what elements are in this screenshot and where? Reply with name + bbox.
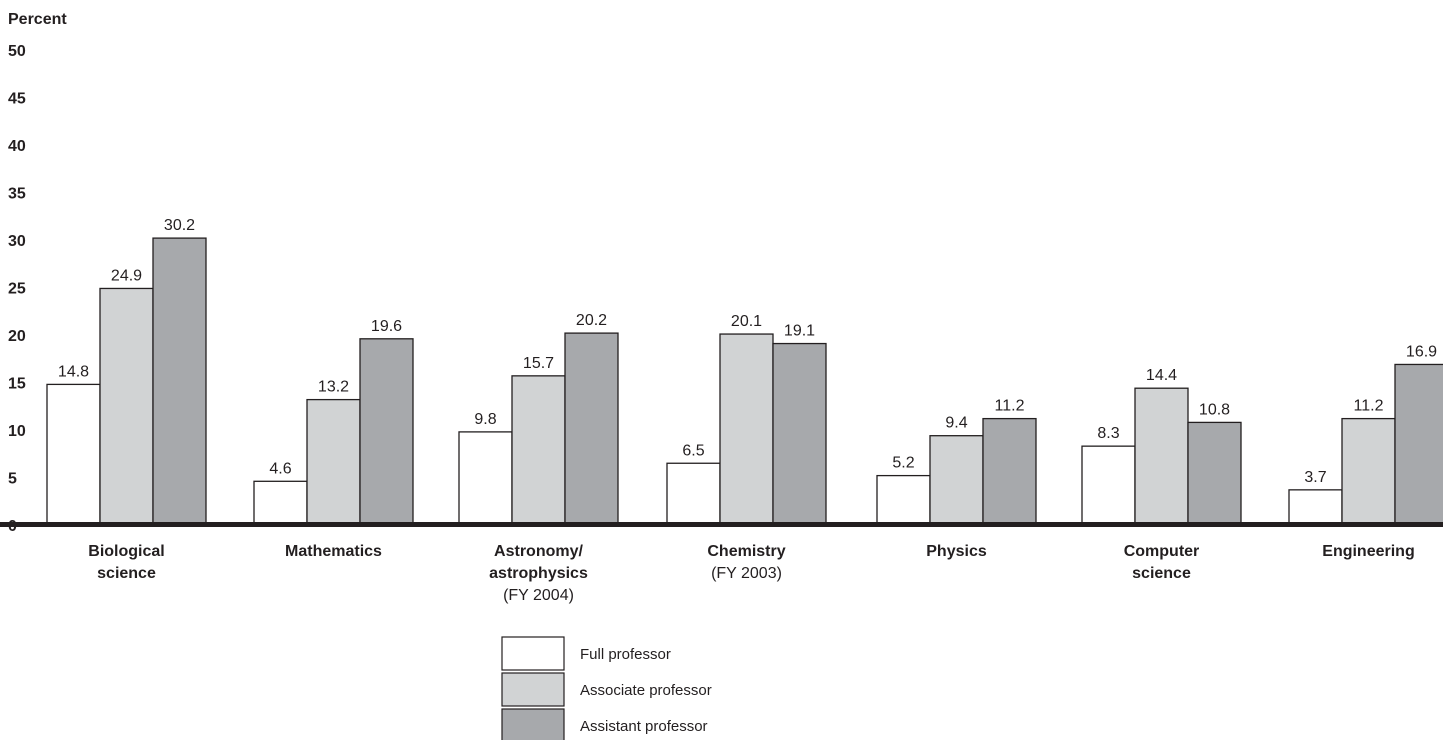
y-tick-label: 35: [8, 186, 26, 203]
data-label: 13.2: [318, 379, 349, 396]
bar: [982, 417, 1037, 526]
data-label: 9.4: [945, 415, 967, 432]
bar: [719, 333, 774, 526]
bar-series: [46, 237, 1443, 526]
x-tick-label: Engineering: [1322, 543, 1414, 560]
data-label: 30.2: [164, 217, 195, 234]
y-tick-label: 10: [8, 423, 26, 440]
legend-swatch: [501, 672, 565, 707]
data-label: 4.6: [269, 460, 291, 477]
bar: [46, 383, 101, 526]
bar: [1134, 387, 1189, 526]
legend-label: Assistant professor: [580, 718, 708, 735]
data-label: 24.9: [111, 267, 142, 284]
y-tick-label: 40: [8, 138, 26, 155]
bar: [458, 431, 513, 526]
data-label: 14.8: [58, 363, 89, 380]
data-label: 19.6: [371, 318, 402, 335]
data-label: 11.2: [1354, 398, 1384, 415]
x-tick-label: Computer: [1124, 543, 1200, 560]
y-tick-label: 45: [8, 91, 26, 108]
legend-label: Associate professor: [580, 682, 712, 699]
bar: [253, 480, 308, 526]
x-tick-label: Biological: [88, 543, 164, 560]
bar: [666, 462, 721, 526]
data-label: 10.8: [1199, 401, 1230, 418]
data-label: 20.2: [576, 312, 607, 329]
x-tick-label: Astronomy/: [494, 543, 583, 560]
x-tick-label: Chemistry: [707, 543, 785, 560]
y-tick-label: 30: [8, 233, 26, 250]
data-label: 14.4: [1146, 367, 1177, 384]
data-label: 5.2: [892, 455, 914, 472]
data-label: 9.8: [474, 411, 496, 428]
bar: [772, 342, 827, 526]
legend-swatch: [501, 636, 565, 671]
data-label: 16.9: [1406, 343, 1437, 360]
bar: [929, 435, 984, 526]
bar: [1394, 363, 1443, 526]
y-tick-label: 25: [8, 281, 26, 298]
y-tick-label: 50: [8, 43, 26, 60]
x-tick-label: astrophysics: [489, 565, 588, 582]
data-label: 3.7: [1304, 469, 1326, 486]
bar: [1187, 421, 1242, 526]
legend: Full professor Associate professor Assista…: [501, 636, 712, 740]
bar: [876, 474, 931, 526]
data-label: 11.2: [995, 398, 1025, 415]
x-tick-note: (FY 2003): [711, 565, 782, 582]
data-label: 15.7: [523, 355, 554, 372]
x-tick-label: Mathematics: [285, 543, 382, 560]
bar: [99, 287, 154, 526]
data-label: 6.5: [682, 442, 704, 459]
y-tick-label: 20: [8, 328, 26, 345]
bar: [1081, 445, 1136, 526]
x-tick-label: Physics: [926, 543, 987, 560]
x-axis-line: [0, 522, 1443, 527]
x-tick-label: science: [1132, 565, 1191, 582]
x-tick-note: (FY 2004): [503, 587, 574, 604]
y-axis-ticks: 50454035302520151050: [8, 43, 26, 535]
bar: [306, 398, 361, 526]
bar: [359, 338, 414, 526]
data-label: 20.1: [731, 313, 762, 330]
legend-label: Full professor: [580, 646, 671, 663]
data-label: 8.3: [1097, 425, 1119, 442]
y-axis-label: Percent: [8, 11, 67, 28]
bar: [564, 332, 619, 526]
y-tick-label: 5: [8, 471, 17, 488]
y-tick-label: 15: [8, 376, 26, 393]
legend-swatch: [501, 708, 565, 740]
x-tick-label: science: [97, 565, 156, 582]
bar: [1341, 417, 1396, 526]
data-labels: 14.8 4.6 9.8 6.5 5.2 8.3 3.7 24.9 13.2 15.7 20.1 9.…: [58, 217, 1437, 486]
data-label: 19.1: [784, 323, 815, 340]
bar: [1288, 489, 1343, 526]
x-axis-categories: Biological science Mathematics Astronomy/as…: [88, 543, 1414, 604]
bar: [511, 375, 566, 526]
bar: [152, 237, 207, 526]
